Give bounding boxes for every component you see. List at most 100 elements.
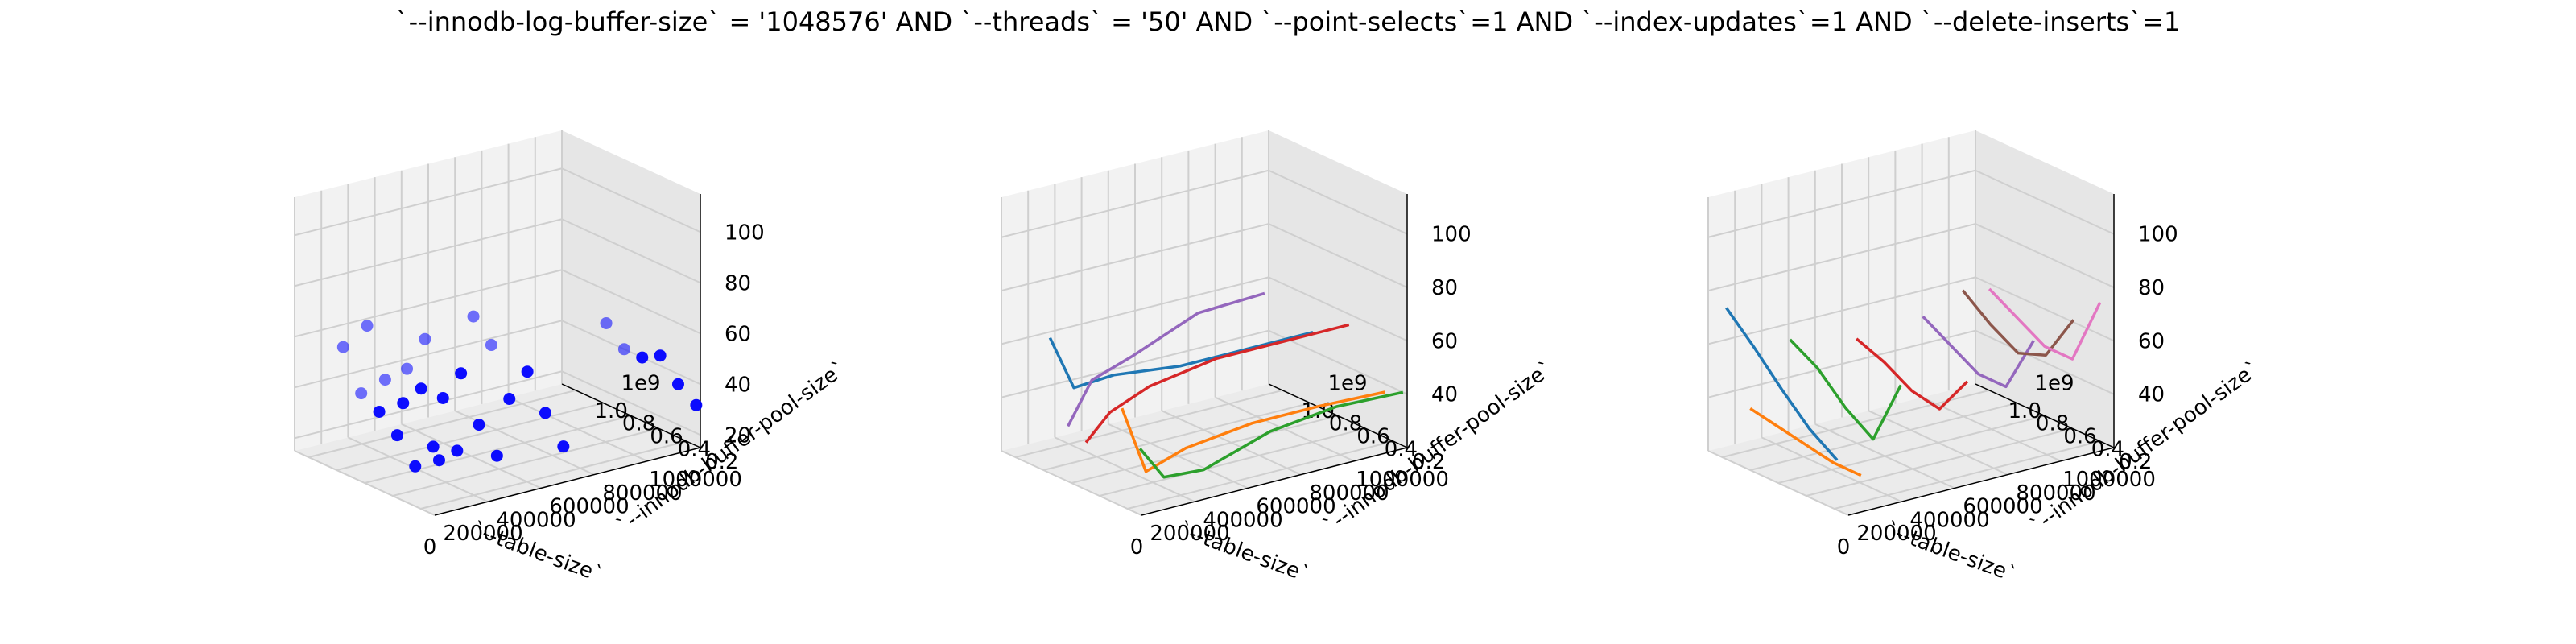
grid-y-floor	[1834, 440, 2101, 510]
grid-y-floor	[1806, 427, 2073, 497]
scatter-point	[361, 320, 374, 332]
scatter-point	[373, 405, 386, 418]
scatter-point	[539, 407, 551, 419]
x-tick-label: 400000	[1203, 508, 1282, 532]
x-tick-label: 1000000	[649, 468, 742, 492]
scatter-point	[336, 341, 349, 353]
scatter-point	[654, 349, 667, 362]
grid-y-floor	[1749, 402, 2017, 471]
x-tick-label: 400000	[496, 508, 576, 532]
scatter-point	[521, 365, 534, 378]
z-tick-label: 100	[724, 221, 765, 245]
scatter-point	[397, 397, 410, 410]
y-axis-line	[561, 383, 701, 448]
scatter-point	[467, 310, 480, 323]
z-tick-label: 60	[1431, 329, 1458, 353]
x-tick-label: 200000	[1856, 522, 1936, 546]
x-tick-label: 400000	[1909, 508, 1989, 532]
series-line-1	[1725, 307, 1839, 461]
grid-z-right	[1975, 329, 2115, 395]
x-tick-label: 0	[1837, 535, 1851, 559]
grid-z-left	[294, 370, 563, 440]
x-tick-label: 0	[423, 535, 437, 559]
series-line-3	[1789, 338, 1902, 441]
z-tick-label: 60	[724, 322, 751, 346]
grid-z-left	[294, 218, 563, 287]
y-tick-label: 1.0	[595, 399, 628, 423]
scatter-point	[490, 449, 503, 462]
grid-z-left	[1707, 276, 1976, 345]
scatter-point	[557, 440, 570, 453]
series-line-4	[1856, 337, 1969, 411]
series-line-5	[1922, 315, 2035, 389]
scatter-point	[485, 339, 497, 352]
series-line-6	[1961, 289, 2075, 357]
grid-z-left	[294, 320, 563, 389]
y-tick-label: 0.6	[1356, 425, 1389, 449]
scatter-point	[503, 393, 516, 406]
grid-y-floor	[1015, 389, 1283, 458]
z-tick-label: 100	[2138, 223, 2178, 247]
series-line-4	[1084, 323, 1350, 444]
y-tick-label: 0.2	[1412, 450, 1445, 474]
grid-y-floor	[1099, 427, 1366, 497]
y-tick-label: 0.2	[2119, 450, 2152, 474]
y-axis-line	[1975, 383, 2115, 448]
grid-z-left	[1707, 169, 1976, 238]
scatter-point	[455, 367, 468, 380]
scatter-point	[401, 362, 414, 375]
grid-y-floor	[336, 402, 604, 471]
scatter-point	[690, 398, 703, 411]
x-tick-label: 800000	[1309, 481, 1389, 506]
z-tick-label: 40	[1431, 383, 1458, 407]
series-line-5	[1067, 291, 1265, 427]
grid-y-floor	[1777, 415, 2046, 484]
scatter-point	[409, 460, 422, 473]
z-tick-label: 40	[724, 373, 751, 397]
grid-z-right	[561, 167, 701, 233]
grid-y-floor	[1127, 440, 1394, 510]
pane-back-right	[1269, 130, 1407, 448]
subplot-2: 020000040000060000080000010000000.20.40.…	[1001, 130, 1558, 588]
grid-z-right	[1268, 329, 1408, 395]
grid-y-floor	[1722, 389, 1990, 458]
y-tick-label: 0.6	[650, 425, 683, 449]
x-tick-label: 0	[1130, 535, 1144, 559]
y-offset-label: 1e9	[1327, 372, 1367, 396]
scatter-point	[427, 440, 440, 453]
grid-z-right	[561, 218, 701, 284]
grid-y-floor	[364, 415, 632, 484]
grid-z-left	[294, 167, 563, 237]
pane-back-right	[1975, 130, 2114, 448]
series-line-1	[1048, 331, 1314, 390]
grid-z-right	[561, 269, 701, 335]
x-tick-label: 200000	[1150, 522, 1229, 546]
x-axis-line	[434, 447, 701, 516]
grid-z-left	[1707, 223, 1976, 292]
grid-y-floor	[392, 427, 659, 497]
scatter-point	[419, 332, 431, 345]
z-tick-label: 80	[2138, 276, 2165, 300]
grid-z-left	[294, 269, 563, 338]
grid-y-floor	[1042, 402, 1311, 471]
series-line-2	[1121, 390, 1385, 473]
y-tick-label: 1.0	[2008, 399, 2041, 423]
scatter-point	[600, 316, 613, 329]
y-offset-label: 1e9	[621, 372, 660, 396]
grid-z-right	[1975, 276, 2115, 342]
scatter-point	[355, 387, 368, 400]
x-tick-label: 600000	[1256, 495, 1335, 519]
x-tick-label: 600000	[1963, 495, 2042, 519]
y-tick-label: 0.6	[2063, 425, 2096, 449]
subplot-3: 020000040000060000080000010000000.20.40.…	[1707, 130, 2264, 588]
x-tick-label: 1000000	[2062, 468, 2156, 492]
x-tick-label: 1000000	[1356, 468, 1449, 492]
scatter-point	[451, 444, 464, 457]
grid-z-left	[1001, 329, 1269, 398]
grid-z-right	[561, 370, 701, 436]
scatter-point	[436, 391, 449, 404]
z-tick-label: 100	[1431, 223, 1472, 247]
grid-z-left	[1001, 169, 1269, 238]
